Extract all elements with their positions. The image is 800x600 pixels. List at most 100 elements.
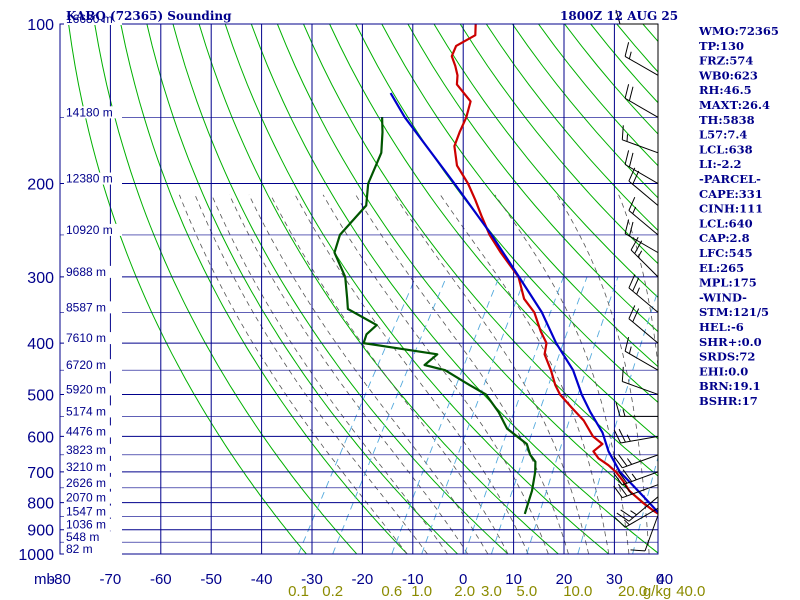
wind-barb-half-feather [631, 473, 637, 481]
height-label: 8587 m [66, 300, 106, 314]
moist-adiabat [494, 194, 630, 554]
temperature-line [450, 24, 658, 515]
temperature-tick-label: -30 [301, 571, 323, 588]
height-label: 548 m [66, 530, 99, 544]
height-label: 2626 m [66, 476, 106, 490]
wind-barb-feather [617, 483, 628, 497]
index-item: BSHR:17 [699, 394, 758, 408]
wind-barb [630, 237, 659, 278]
index-item: MPL:175 [699, 276, 757, 290]
index-item: -WIND- [699, 290, 747, 304]
index-bg [697, 231, 800, 246]
wind-barb [624, 219, 659, 254]
dry-adiabat [224, 24, 610, 554]
pressure-tick-label: 100 [27, 17, 54, 34]
wind-barb-staff [644, 515, 659, 552]
mixing-ratio-line [298, 276, 417, 554]
wind-barb-staff [622, 139, 659, 154]
wind-barb-feather [622, 469, 633, 482]
wind-barb [624, 42, 659, 76]
mixing-ratio-line [464, 276, 564, 554]
wind-barb-staff [628, 287, 659, 313]
index-bg [697, 112, 800, 127]
moist-adiabat [439, 194, 610, 554]
height-label-bg [64, 13, 122, 25]
wind-barb [613, 454, 659, 469]
height-label-bg [64, 543, 122, 555]
wind-barb-feather [613, 485, 623, 498]
wind-barb-staff [620, 435, 659, 444]
wind-barb [616, 496, 659, 522]
index-bg [697, 290, 800, 305]
index-item: LCL:640 [699, 216, 753, 230]
wind-barb-feather [613, 472, 623, 486]
temperature-tick-label: -50 [200, 571, 222, 588]
index-item: LFC:545 [699, 246, 753, 260]
temperature-tick-label: 0 [459, 571, 467, 588]
moist-adiabat [393, 194, 589, 554]
valid-time: 1800Z 12 AUG 25 [560, 9, 678, 23]
index-item: LI:-2.2 [699, 157, 742, 171]
index-bg [697, 38, 800, 53]
height-label-bg [64, 383, 122, 396]
dewpoint-line [333, 117, 537, 515]
pressure-tick-label: 600 [27, 429, 54, 446]
wind-barb-half-feather [622, 409, 626, 417]
dry-adiabat [276, 24, 658, 515]
mixing-ratio-line [332, 276, 447, 554]
mixing-ratio-line [526, 276, 619, 554]
wind-barb [615, 402, 659, 417]
wind-barb [630, 515, 659, 552]
height-label-bg [64, 223, 122, 236]
mixing-ratio-unit: g/kg [643, 583, 671, 600]
wind-barb-feather [621, 125, 624, 140]
height-label-bg [64, 531, 122, 544]
wind-barb-feather [632, 277, 640, 292]
index-item: RH:46.5 [699, 83, 752, 97]
moist-adiabat [194, 194, 428, 554]
wind-barb-feather [624, 150, 630, 165]
height-label: 1036 m [66, 518, 106, 532]
height-label: 3823 m [66, 443, 106, 457]
index-item: TP:130 [699, 39, 744, 53]
wind-barb-staff [624, 164, 659, 184]
wind-barb-feather [624, 42, 630, 57]
dry-adiabat [407, 24, 658, 333]
mixing-ratio-label: 10.0 [563, 583, 592, 600]
index-item: EHI:0.0 [699, 364, 748, 378]
index-item: EL:265 [699, 261, 744, 275]
wind-barb-feather [617, 471, 628, 484]
wind-barb [613, 469, 659, 486]
wind-barb-half-feather [626, 134, 628, 142]
index-item: SRDS:72 [699, 350, 755, 364]
temperature-tick-label: 20 [556, 571, 573, 588]
wind-barb-feather [628, 274, 636, 289]
index-item: HEL:-6 [699, 320, 744, 334]
wind-barb-feather [621, 366, 624, 382]
height-label-bg [64, 460, 122, 473]
wind-barb [615, 9, 658, 25]
height-label-bg [64, 476, 122, 489]
height-label: 14180 m [66, 105, 113, 119]
wind-barb [613, 428, 659, 444]
index-item: MAXT:26.4 [699, 98, 770, 112]
wind-barb-feather [616, 512, 630, 522]
index-bg [697, 142, 800, 157]
parcel-line [389, 92, 658, 514]
wind-barb-half-feather [632, 206, 637, 214]
wind-barb [628, 274, 659, 313]
moist-adiabat [179, 194, 408, 554]
wind-barb-feather [630, 549, 646, 552]
index-bg [697, 364, 800, 379]
wind-barb [628, 305, 659, 344]
wind-barb-feather [628, 152, 634, 168]
index-item: WB0:623 [698, 68, 758, 82]
dry-adiabat [94, 24, 358, 554]
height-label: 5174 m [66, 404, 106, 418]
wind-barb-feather [620, 509, 633, 519]
height-label-bg [64, 518, 122, 531]
wind-barb-staff [630, 249, 659, 278]
wind-barb-feather [628, 196, 636, 211]
index-bg [697, 305, 800, 320]
